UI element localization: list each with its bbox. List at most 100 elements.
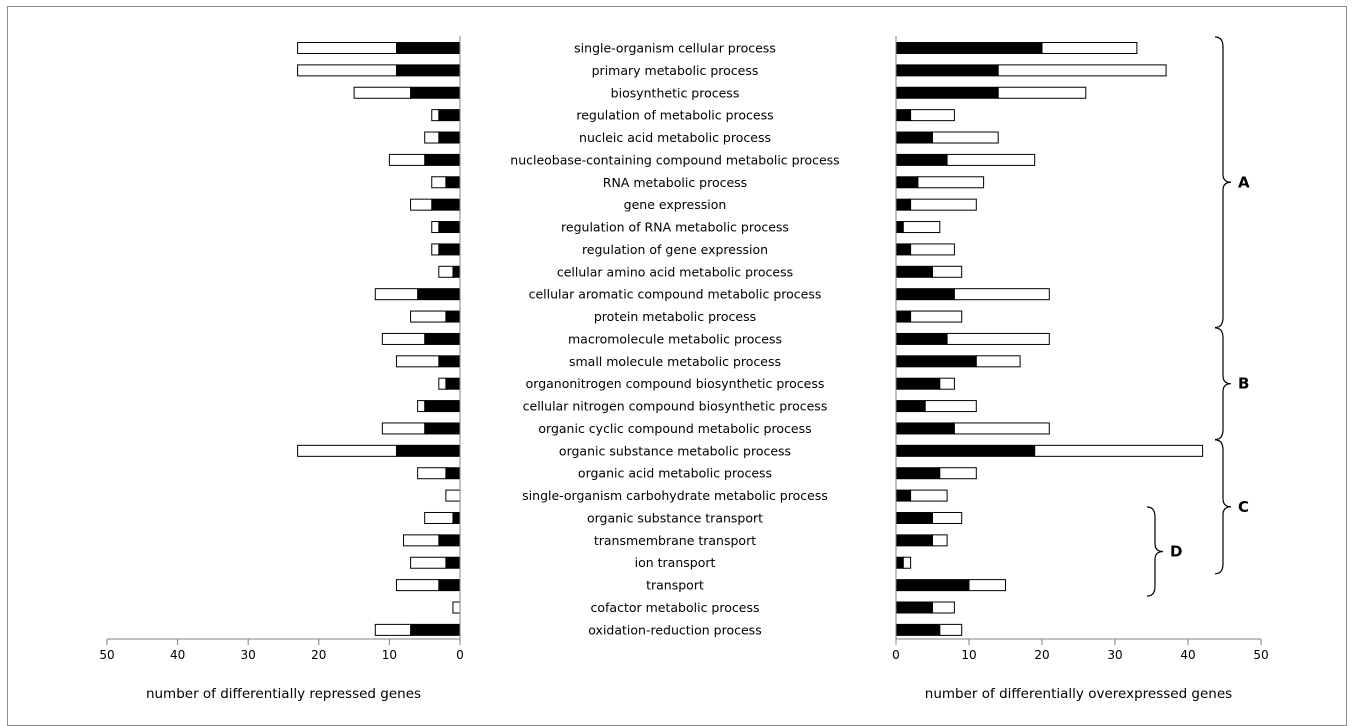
left-bar-open — [297, 444, 397, 457]
category-label: gene expression — [624, 197, 727, 212]
category-label: single-organism cellular process — [574, 41, 776, 56]
figure-border — [7, 6, 1347, 726]
category-label: organic acid metabolic process — [578, 466, 772, 481]
left-bar-open — [374, 288, 419, 301]
category-label: protein metabolic process — [594, 309, 756, 324]
group-label-d: D — [1170, 543, 1182, 561]
left-bar-open — [417, 400, 426, 413]
right-bar-open — [1034, 444, 1204, 457]
left-bar-open — [424, 131, 440, 144]
left-bar-open — [424, 511, 454, 524]
category-label: nucleobase-containing compound metabolic… — [510, 152, 839, 167]
left-bar-open — [297, 64, 397, 77]
left-bar-open — [431, 109, 440, 122]
left-bar-open — [431, 176, 447, 189]
right-bar-open — [902, 556, 912, 569]
left-axis-label: number of differentially repressed genes — [146, 686, 421, 702]
category-label: organic cyclic compound metabolic proces… — [538, 421, 811, 436]
group-brace-c — [1214, 439, 1232, 575]
right-bar-open — [939, 467, 977, 480]
right-bar-open — [910, 198, 977, 211]
left-bar-open — [438, 265, 454, 278]
category-label: cellular amino acid metabolic process — [557, 264, 793, 279]
right-tick-label: 50 — [1253, 648, 1268, 662]
left-bar-open — [381, 332, 426, 345]
right-bar-open — [1041, 42, 1138, 54]
group-label-c: C — [1238, 498, 1249, 516]
left-tick-label: 30 — [241, 648, 256, 662]
left-bar-open — [431, 243, 440, 256]
right-bar-open — [968, 579, 1006, 592]
right-bar-open — [932, 511, 963, 524]
left-bar-open — [395, 579, 440, 592]
left-bar-open — [410, 198, 433, 211]
left-bar-open — [395, 355, 440, 368]
group-brace-d — [1146, 506, 1164, 597]
category-label: single-organism carbohydrate metabolic p… — [522, 488, 828, 503]
left-bar-open — [417, 467, 447, 480]
category-label: cellular aromatic compound metabolic pro… — [529, 287, 822, 302]
right-bar-open — [946, 153, 1036, 166]
right-bar-open — [953, 288, 1050, 301]
left-bar-open — [410, 310, 447, 323]
category-label: transport — [646, 578, 704, 593]
left-bar-open — [388, 153, 426, 166]
right-tick-label: 0 — [892, 648, 900, 662]
chart: single-organism cellular process primary … — [99, 36, 1269, 702]
left-tick-label: 20 — [311, 648, 326, 662]
category-label: regulation of RNA metabolic process — [561, 220, 789, 235]
category-label: transmembrane transport — [594, 533, 756, 548]
right-bar-open — [939, 377, 955, 390]
right-tick-label: 40 — [1180, 648, 1195, 662]
category-label: small molecule metabolic process — [569, 354, 781, 369]
left-bar-open — [353, 86, 412, 99]
category-label: regulation of gene expression — [582, 242, 768, 257]
left-bar-open — [374, 623, 412, 636]
right-bar-open — [932, 265, 963, 278]
right-axis-label: number of differentially overexpressed g… — [925, 686, 1232, 702]
category-label: macromolecule metabolic process — [568, 331, 782, 346]
category-label: cellular nitrogen compound biosynthetic … — [523, 399, 828, 414]
left-tick-label: 50 — [99, 648, 114, 662]
left-tick-label: 10 — [382, 648, 397, 662]
category-label: RNA metabolic process — [603, 175, 747, 190]
figure: single-organism cellular process primary … — [7, 6, 1347, 726]
group-label-b: B — [1238, 375, 1249, 393]
right-bar-open — [910, 243, 955, 256]
right-tick-label: 30 — [1107, 648, 1122, 662]
category-label: nucleic acid metabolic process — [579, 130, 771, 145]
category-label: cofactor metabolic process — [591, 600, 760, 615]
right-bar-open — [932, 534, 948, 547]
right-bar-open — [997, 86, 1087, 99]
left-bar-open — [438, 377, 447, 390]
group-brace-b — [1214, 327, 1232, 441]
right-bar-open — [924, 400, 977, 413]
right-tick-label: 10 — [961, 648, 976, 662]
left-bar-open — [381, 422, 426, 435]
left-tick-label: 40 — [170, 648, 185, 662]
left-bar-open — [410, 556, 447, 569]
right-tick-label: 20 — [1034, 648, 1049, 662]
category-label: oxidation-reduction process — [588, 622, 761, 637]
right-bar-open — [910, 109, 955, 122]
category-label: regulation of metabolic process — [576, 108, 773, 123]
left-tick-label: 0 — [456, 648, 464, 662]
left-bar-open — [403, 534, 440, 547]
category-label: primary metabolic process — [592, 63, 759, 78]
category-label: organonitrogen compound biosynthetic pro… — [526, 376, 825, 391]
right-bar-open — [939, 623, 963, 636]
left-bar-open — [431, 221, 440, 234]
right-bar-open — [953, 422, 1050, 435]
group-label-a: A — [1238, 173, 1250, 191]
category-label: organic substance metabolic process — [559, 443, 791, 458]
right-bar-open — [975, 355, 1021, 368]
category-label: biosynthetic process — [611, 85, 740, 100]
group-brace-a — [1214, 36, 1232, 329]
right-bar-open — [946, 332, 1050, 345]
left-bar-open — [297, 42, 397, 54]
right-bar-open — [910, 310, 963, 323]
right-bar-open — [932, 601, 955, 614]
right-bar-open — [910, 489, 948, 502]
category-label: organic substance transport — [587, 510, 763, 525]
right-bar-open — [902, 221, 941, 234]
